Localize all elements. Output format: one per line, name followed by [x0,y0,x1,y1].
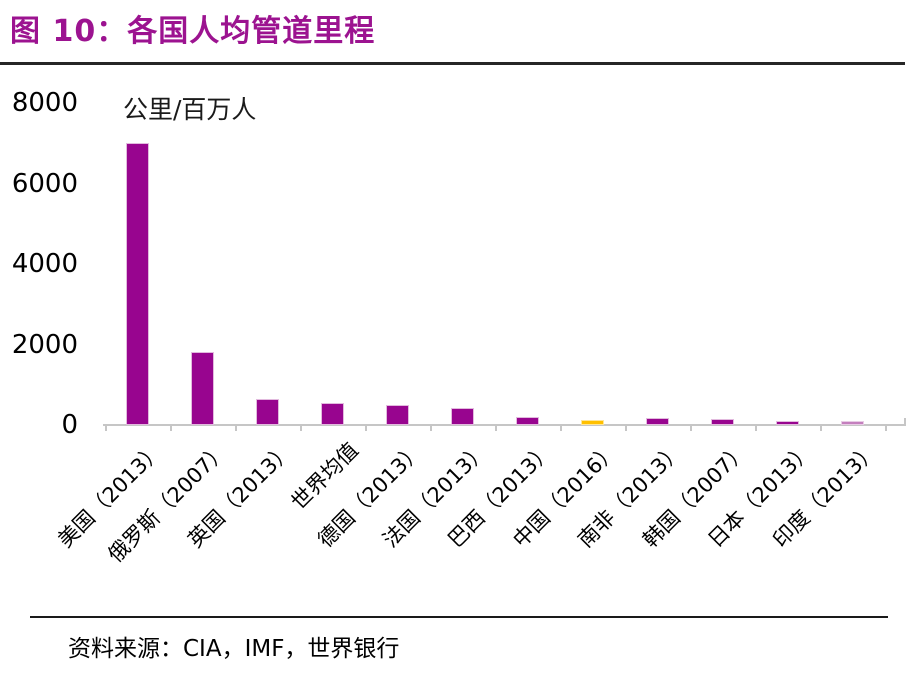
bar-9 [646,418,669,425]
x-axis-tick [365,426,367,431]
source-text: 资料来源：CIA，IMF，世界银行 [68,636,400,662]
bar-5 [386,405,409,425]
x-axis-end-cap [904,418,906,425]
x-axis-tick [625,426,627,431]
x-axis-tick [690,426,692,431]
bar-11 [776,421,799,425]
bar-12 [841,421,864,425]
bar-10 [711,419,734,425]
y-axis-unit-label: 公里/百万人 [123,95,257,124]
bar-4 [321,403,344,425]
bar-6 [451,408,474,425]
y-tick-label: 6000 [11,168,78,199]
x-category-label: 俄罗斯（2007） [103,438,233,568]
x-axis-tick [430,426,432,431]
y-tick-label: 0 [61,410,78,440]
bar-1 [126,143,149,425]
bar-3 [256,399,279,425]
x-axis-tick [235,426,237,431]
bar-2 [191,352,214,425]
source-divider-line [30,616,888,618]
bar-8 [581,420,604,425]
y-tick-label: 2000 [11,329,78,360]
x-axis-tick [300,426,302,431]
figure-title: 图 10：各国人均管道里程 [10,14,376,49]
x-axis-line [103,424,906,426]
x-axis-tick [495,426,497,431]
x-axis-tick [885,426,887,431]
y-tick-label: 4000 [11,249,78,279]
title-underline [0,62,905,65]
x-axis-tick [170,426,172,431]
x-axis-tick [560,426,562,431]
x-axis-tick [755,426,757,431]
x-axis-tick [820,426,822,431]
bar-7 [516,417,539,425]
x-axis-tick [105,426,107,431]
y-tick-label: 8000 [11,88,78,118]
